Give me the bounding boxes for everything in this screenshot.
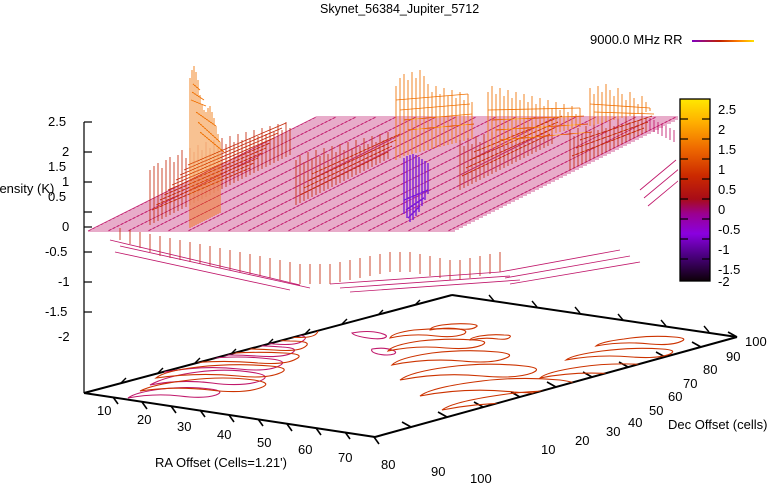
z-tick-label: 1: [62, 174, 70, 189]
z-tick-label: -1.5: [45, 304, 68, 319]
dec-tick-label: 10: [541, 442, 556, 457]
z-tick-label: 1.5: [48, 159, 67, 174]
dec-tick-label: 90: [726, 349, 741, 364]
colorbar-tick-label: 1.5: [718, 142, 737, 157]
colorbar-tick-label: 1: [718, 162, 726, 177]
ra-tick-label: 60: [298, 442, 313, 457]
colorbar-tick-label: -0.5: [718, 222, 741, 237]
ra-tick-label: 40: [217, 427, 232, 442]
legend-label: 9000.0 MHz RR: [590, 32, 683, 47]
ra-axis-ticks: [112, 396, 380, 445]
z-axis: [83, 121, 92, 393]
wireframe-surface: [87, 66, 678, 293]
ra-tick-label: 30: [177, 419, 192, 434]
ra-tick-label: 10: [97, 403, 112, 418]
ra-tick-label: 70: [338, 450, 353, 465]
colorbar-tick-label: 0: [718, 202, 726, 217]
colorbar-tick-label: 2.5: [718, 102, 737, 117]
colorbar-tick-label: -1: [718, 242, 730, 257]
z-tick-label: -1: [58, 274, 70, 289]
ra-axis-label: RA Offset (Cells=1.21'): [155, 455, 287, 470]
base-contour-map: [127, 297, 685, 437]
colorbar-tick-label: 2: [718, 122, 726, 137]
z-tick-label: 2: [62, 144, 70, 159]
dec-tick-label: 100: [745, 334, 767, 349]
dec-tick-label: 80: [703, 362, 718, 377]
colorbar-tick-label: -2: [718, 274, 730, 289]
back-edge-ticks: [120, 294, 710, 384]
ra-tick-label: 50: [257, 435, 272, 450]
dec-tick-label: 20: [575, 433, 590, 448]
ra-tick-label: 80: [381, 457, 396, 472]
ra-tick-label: 20: [137, 412, 152, 427]
z-tick-label: 0.5: [48, 189, 67, 204]
dec-tick-label: 50: [649, 403, 664, 418]
ra-tick-label: 100: [470, 471, 492, 486]
plot-title: Skynet_56384_Jupiter_5712: [320, 2, 480, 16]
dec-tick-label: 40: [628, 415, 643, 430]
z-tick-label: 2.5: [48, 114, 67, 129]
z-tick-label: -0.5: [45, 244, 68, 259]
dec-tick-label: 60: [668, 389, 683, 404]
colorbar: [679, 98, 711, 282]
z-tick-label: 0: [62, 219, 70, 234]
dec-tick-label: 30: [606, 424, 621, 439]
colorbar-tick-label: -1.5: [718, 262, 741, 277]
ra-tick-label: 90: [431, 464, 446, 479]
dec-axis-label: Dec Offset (cells): [668, 417, 768, 432]
z-axis-label: Intensity (K): [0, 181, 55, 196]
colorbar-tick-label: 0.5: [718, 182, 737, 197]
dec-tick-label: 70: [683, 376, 698, 391]
legend-sample-line: [692, 40, 754, 42]
z-tick-label: -2: [58, 329, 70, 344]
